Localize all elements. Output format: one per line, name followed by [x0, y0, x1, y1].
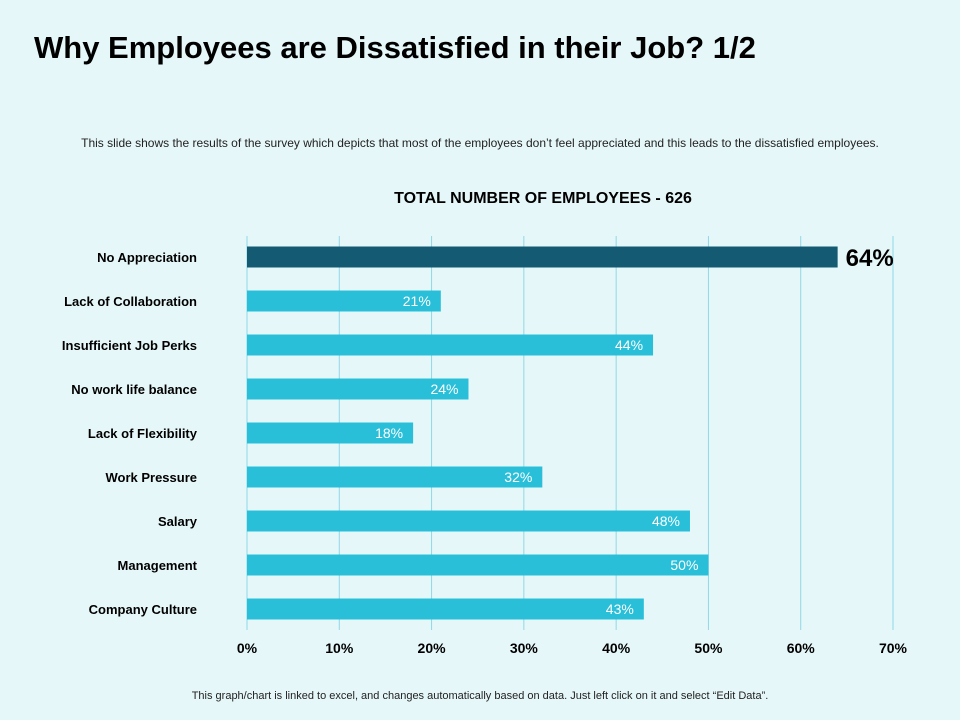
labels: 0% 10% 20% 30% 40% 50% 60% 70% No Appreciation 64…: [62, 245, 908, 656]
category-label: Salary: [158, 514, 198, 529]
category-label: Company Culture: [89, 602, 197, 617]
footer-note: This graph/chart is linked to excel, and…: [191, 690, 769, 702]
page-title: Why Employees are Dissatisfied in their …: [34, 30, 756, 65]
data-label: 32%: [504, 469, 532, 485]
category-label: Lack of Collaboration: [64, 294, 197, 309]
category-label: Lack of Flexibility: [88, 426, 198, 441]
data-label: 64%: [846, 245, 894, 272]
bar: [247, 246, 838, 268]
bar: [247, 510, 690, 532]
slide-subtitle: This slide shows the results of the surv…: [81, 136, 879, 150]
chart-title: TOTAL NUMBER OF EMPLOYEES - 626: [394, 190, 692, 207]
category-label: Work Pressure: [105, 470, 197, 485]
category-label: Insufficient Job Perks: [62, 338, 197, 353]
bar: [247, 334, 654, 356]
bar: [247, 554, 709, 576]
data-label: 43%: [606, 601, 634, 617]
x-tick-label: 70%: [879, 640, 908, 656]
bar: [247, 290, 441, 312]
x-tick-label: 60%: [787, 640, 816, 656]
data-label: 44%: [615, 337, 643, 353]
data-label: 18%: [375, 425, 403, 441]
bars: [247, 246, 838, 620]
x-tick-label: 0%: [237, 640, 258, 656]
data-label: 48%: [652, 513, 680, 529]
data-label: 24%: [430, 381, 458, 397]
x-tick-label: 50%: [694, 640, 723, 656]
x-tick-label: 10%: [325, 640, 354, 656]
category-label: Management: [118, 558, 198, 573]
data-label: 21%: [403, 293, 431, 309]
x-tick-label: 20%: [418, 640, 447, 656]
bar: [247, 378, 469, 400]
x-tick-label: 30%: [510, 640, 539, 656]
category-label: No work life balance: [71, 382, 197, 397]
data-label: 50%: [670, 557, 698, 573]
bar: [247, 466, 543, 488]
bar: [247, 598, 644, 620]
bar: [247, 422, 414, 444]
x-tick-label: 40%: [602, 640, 631, 656]
category-label: No Appreciation: [97, 250, 197, 265]
